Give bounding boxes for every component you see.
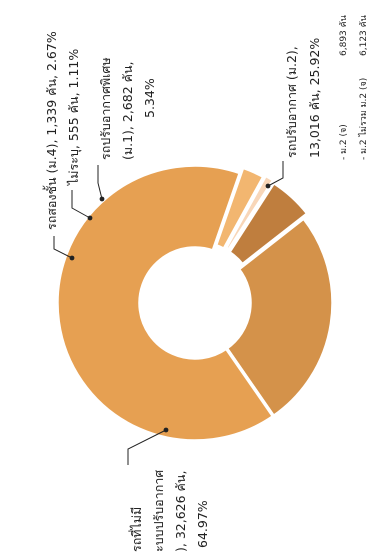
label-ac-line-2: 13,016 คัน, 25.92% <box>307 38 322 158</box>
label-nonac-line-2: ะบบปรับอากาศ <box>151 470 166 552</box>
leader-double-dot <box>69 255 75 261</box>
label-special-line-3: 5.34% <box>142 78 157 118</box>
leader-unknown-line <box>71 190 91 219</box>
label-special-line-1: รถปรับอากาศพิเศษ <box>98 57 113 160</box>
label-nonac-line-1: รถที่ไม่มี <box>128 507 144 552</box>
breakdown-2-value: 6,123 คัน <box>359 15 369 56</box>
slice-2 <box>55 163 276 443</box>
breakdown-2-label: - ม.2 ไม่รวม ม.2 (จ) <box>358 78 369 160</box>
leader-double-line <box>53 236 73 259</box>
leader-special-dot <box>99 196 105 202</box>
leader-ac-dot <box>265 183 271 189</box>
slice-1 <box>223 215 335 419</box>
label-nonac-line-3: ), 32,626 คัน, <box>173 471 188 552</box>
breakdown-1-value: 6,893 คัน <box>339 15 349 56</box>
label-special-line-2: (ม.1), 2,682 คัน, <box>120 61 135 160</box>
label-ac-line-1: รถปรับอากาศ (ม.2), <box>284 46 299 158</box>
leader-ac-line <box>267 161 284 187</box>
label-nonac-line-4: 64.97% <box>195 500 210 548</box>
leader-nonac-dot <box>163 427 169 433</box>
label-double: รถสองชั้น (ม.4), 1,339 คัน, 2.67% <box>42 31 59 230</box>
slice-5 <box>226 180 311 268</box>
leader-unknown-dot <box>87 215 93 221</box>
breakdown-1-label: - ม.2 (จ) <box>339 124 349 160</box>
leader-nonac-line <box>127 429 167 465</box>
leader-special-line <box>97 165 103 200</box>
label-unknown: ไม่ระบุ, 555 คัน, 1.11% <box>66 49 82 186</box>
slice-3 <box>213 164 267 252</box>
